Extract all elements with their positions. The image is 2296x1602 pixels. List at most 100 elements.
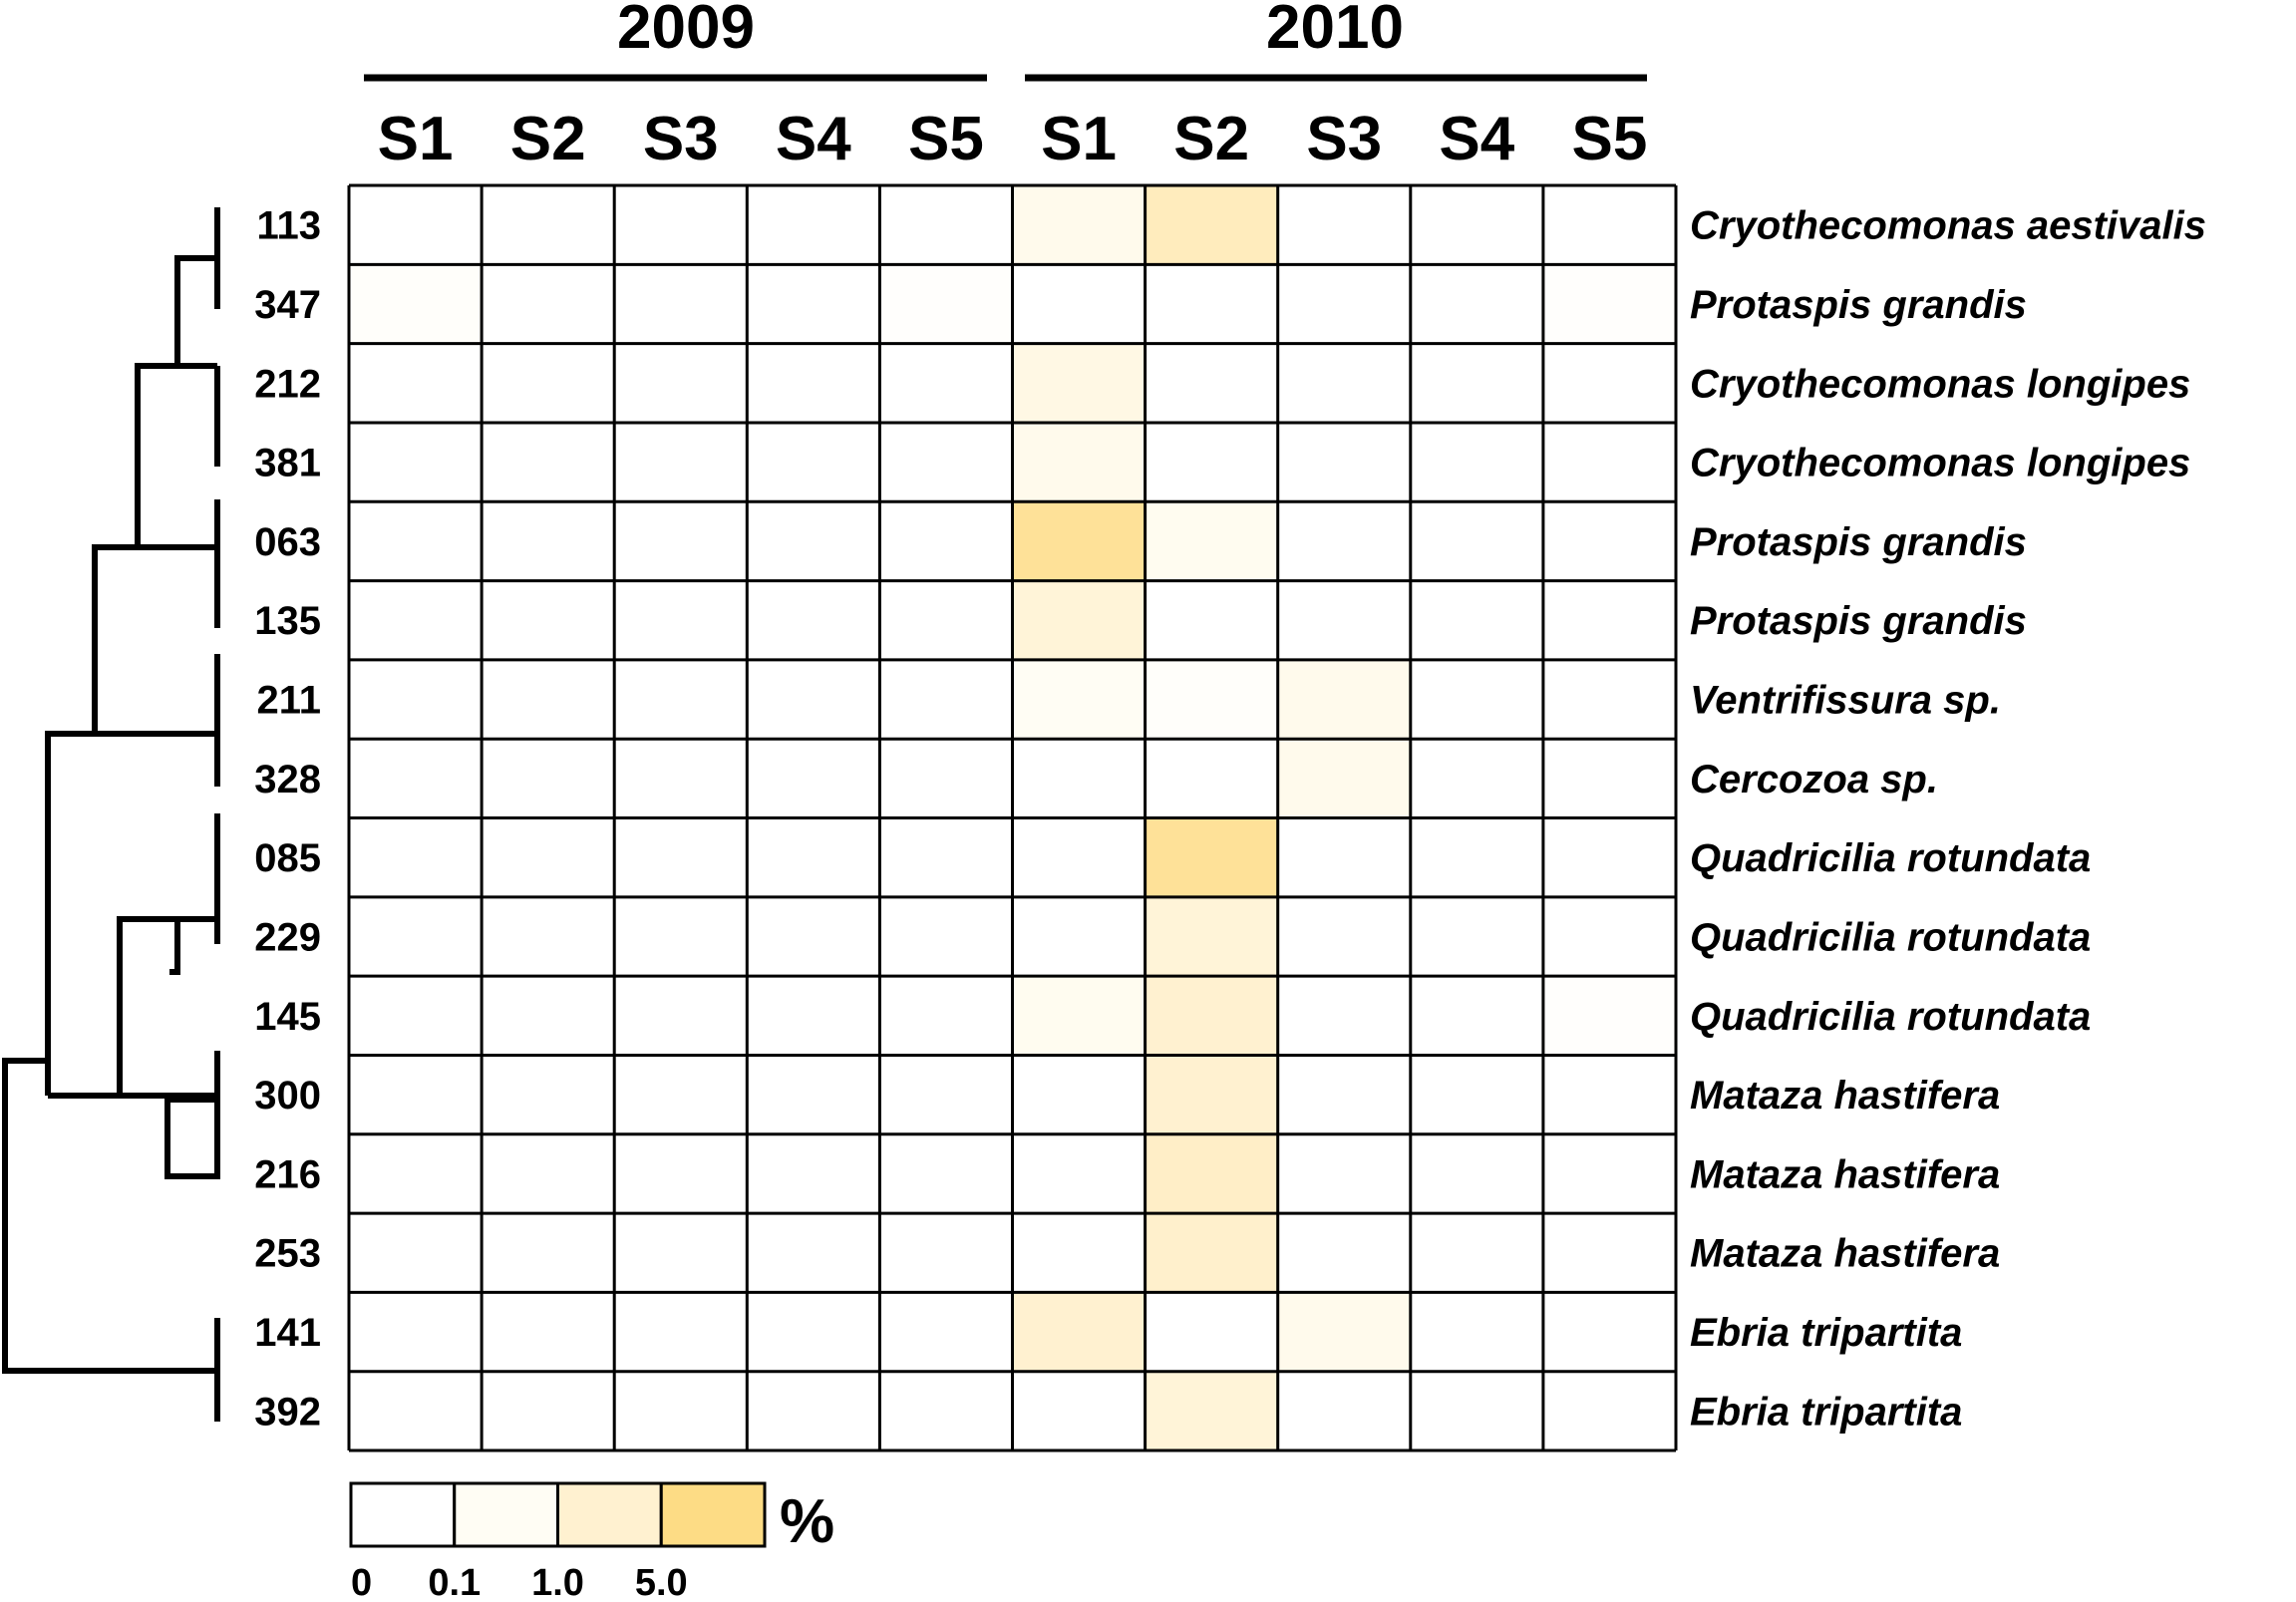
otu-label: 300 — [254, 1074, 321, 1118]
heatmap-cell — [614, 501, 748, 581]
heatmap-cell — [747, 1133, 880, 1214]
heatmap-cell — [614, 343, 748, 423]
heatmap-cell — [349, 264, 483, 344]
heatmap-cell — [747, 422, 880, 502]
otu-label: 145 — [254, 995, 321, 1039]
heatmap-cell — [1277, 1055, 1411, 1134]
heatmap-cell — [1012, 422, 1146, 502]
heatmap-cell — [614, 1213, 748, 1293]
heatmap-cell — [747, 1371, 880, 1450]
heatmap-cell — [1542, 1133, 1676, 1214]
column-label-2010-s2: S2 — [1173, 105, 1249, 173]
heatmap-cell — [1542, 580, 1676, 660]
heatmap-cell — [1145, 1055, 1278, 1134]
heatmap-cell — [1145, 1133, 1278, 1214]
heatmap-cell — [879, 501, 1013, 581]
heatmap-cell — [1012, 659, 1146, 740]
heatmap-cell — [614, 976, 748, 1056]
heatmap-cell — [1542, 501, 1676, 581]
heatmap-cell — [1410, 739, 1543, 818]
heatmap-cell — [349, 422, 483, 502]
column-label-2010-s3: S3 — [1306, 105, 1382, 173]
heatmap-cell — [614, 580, 748, 660]
heatmap-cell — [349, 343, 483, 423]
legend-swatch — [349, 1481, 457, 1548]
heatmap-cell — [879, 343, 1013, 423]
species-label: Mataza hastifera — [1690, 1232, 2000, 1276]
heatmap-cell — [1277, 976, 1411, 1056]
heatmap-cell — [879, 1371, 1013, 1450]
heatmap-cell — [1277, 422, 1411, 502]
species-label: Cercozoa sp. — [1690, 758, 1938, 801]
heatmap-cell — [614, 1055, 748, 1134]
heatmap-cell — [482, 343, 615, 423]
heatmap-cell — [747, 976, 880, 1056]
heatmap-cell — [1277, 343, 1411, 423]
heatmap-cell — [482, 422, 615, 502]
heatmap-cell — [1542, 739, 1676, 818]
heatmap-cells — [349, 185, 1676, 1450]
heatmap-cell — [1542, 1371, 1676, 1450]
heatmap-cell — [1542, 422, 1676, 502]
heatmap-cell — [482, 501, 615, 581]
heatmap-cell — [1277, 896, 1411, 977]
heatmap-cell — [1277, 264, 1411, 344]
column-label-2010-s1: S1 — [1041, 105, 1117, 173]
heatmap-cell — [747, 896, 880, 977]
heatmap-cell — [614, 1371, 748, 1450]
otu-labels: 113 347 212 381 063 135 211 328 085 229 145 300 216 2… — [254, 204, 321, 1435]
heatmap-cell — [1542, 343, 1676, 423]
heatmap-cell — [614, 739, 748, 818]
heatmap-cell — [1410, 422, 1543, 502]
heatmap-cell — [1145, 1292, 1278, 1372]
species-label: Quadricilia rotundata — [1690, 915, 2091, 959]
heatmap-cell — [1145, 501, 1278, 581]
heatmap-cell — [1012, 896, 1146, 977]
heatmap-cell — [482, 739, 615, 818]
heatmap-cell — [1012, 817, 1146, 897]
otu-label: 135 — [254, 599, 321, 643]
heatmap-cell — [1410, 264, 1543, 344]
species-label: Cryothecomonas longipes — [1690, 362, 2190, 406]
otu-label: 141 — [254, 1311, 321, 1355]
heatmap-cell — [1012, 1055, 1146, 1134]
heatmap-cell — [614, 264, 748, 344]
heatmap-cell — [1277, 1213, 1411, 1293]
heatmap-cell — [1410, 817, 1543, 897]
heatmap-cell — [747, 501, 880, 581]
heatmap-cell — [879, 1213, 1013, 1293]
otu-label: 113 — [256, 204, 321, 248]
heatmap-cell — [482, 896, 615, 977]
species-labels: Cryothecomonas aestivalis Protaspis grand… — [1690, 204, 2206, 1435]
heatmap-cell — [349, 1133, 483, 1214]
heatmap-cell — [1277, 501, 1411, 581]
otu-label: 216 — [254, 1152, 321, 1196]
column-label-2009-s1: S1 — [378, 105, 454, 173]
color-legend: % 0 0.1 1.0 5.0 — [349, 1481, 834, 1602]
heatmap-cell — [1145, 185, 1278, 265]
heatmap-cell — [1410, 1371, 1543, 1450]
heatmap-cell — [1277, 659, 1411, 740]
heatmap-cell — [1277, 739, 1411, 818]
otu-label: 063 — [254, 520, 321, 564]
column-label-2009-s5: S5 — [908, 105, 984, 173]
legend-tick-label: 1.0 — [531, 1562, 584, 1602]
column-headers: S1 S2 S3 S4 S5 S1 S2 S3 S4 S5 — [378, 105, 1648, 173]
heatmap-cell — [1277, 1371, 1411, 1450]
heatmap-cell — [1410, 1133, 1543, 1214]
heatmap-cell — [1542, 185, 1676, 265]
heatmap-cell — [614, 422, 748, 502]
heatmap-cell — [1277, 1133, 1411, 1214]
otu-label: 085 — [254, 836, 321, 880]
species-label: Ebria tripartita — [1690, 1311, 1962, 1355]
heatmap-cell — [879, 976, 1013, 1056]
heatmap-cell — [1145, 1371, 1278, 1450]
heatmap-cell — [1542, 896, 1676, 977]
heatmap-cell — [747, 659, 880, 740]
column-label-2009-s4: S4 — [776, 105, 851, 173]
legend-tick-label: 0.1 — [428, 1562, 481, 1602]
heatmap-cell — [879, 817, 1013, 897]
heatmap-cell — [747, 817, 880, 897]
heatmap-cell — [349, 1213, 483, 1293]
